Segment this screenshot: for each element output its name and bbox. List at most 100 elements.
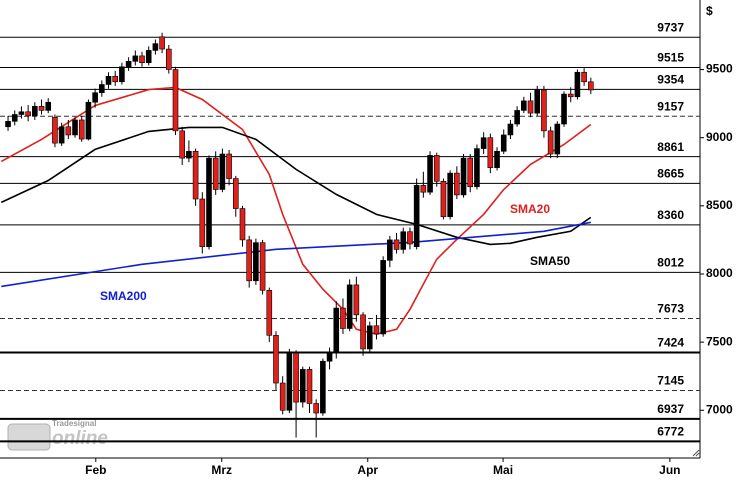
sma-line bbox=[0, 126, 592, 246]
candle-body bbox=[219, 153, 226, 190]
y-tick-label: 8500 bbox=[706, 198, 733, 212]
candle-body bbox=[541, 89, 547, 132]
candle-body bbox=[266, 290, 273, 336]
logo-badge bbox=[7, 423, 51, 451]
candle-body bbox=[45, 101, 52, 111]
logo-brand: Tradesignal bbox=[52, 419, 96, 428]
candle-body bbox=[299, 369, 306, 403]
x-tick-label: Jun bbox=[659, 463, 680, 477]
candle-body bbox=[105, 76, 112, 85]
candle-body bbox=[480, 137, 487, 149]
x-tick-label: Mrz bbox=[211, 463, 232, 477]
candle-body bbox=[413, 185, 420, 248]
candle-body bbox=[132, 55, 139, 62]
candle-body bbox=[139, 55, 145, 64]
candle-body bbox=[521, 100, 527, 111]
candle-body bbox=[125, 61, 132, 68]
candle-body bbox=[58, 126, 65, 144]
candle-body bbox=[373, 325, 380, 335]
sma-label: SMA20 bbox=[510, 202, 550, 216]
candle-body bbox=[447, 172, 453, 218]
candle-body bbox=[588, 81, 594, 91]
candle-body bbox=[433, 155, 440, 182]
logo: Tradesignal online bbox=[7, 419, 108, 451]
candle-body bbox=[99, 84, 105, 93]
candle-body bbox=[380, 260, 386, 335]
candle-body bbox=[279, 382, 286, 411]
candle-body bbox=[366, 325, 373, 350]
level-label: 7145 bbox=[657, 374, 684, 388]
candle-body bbox=[11, 114, 18, 122]
level-label: 7673 bbox=[657, 302, 684, 316]
candle-body bbox=[112, 76, 119, 83]
candle-body bbox=[65, 126, 72, 136]
candle-body bbox=[393, 239, 400, 250]
candle-body bbox=[152, 43, 159, 51]
candle-body bbox=[199, 198, 206, 248]
level-label: 9515 bbox=[657, 51, 684, 65]
candle-body bbox=[92, 92, 98, 103]
currency-label: $ bbox=[706, 4, 713, 18]
y-tick-label: 8000 bbox=[706, 266, 733, 280]
candle-body bbox=[340, 307, 346, 329]
candle-body bbox=[159, 36, 165, 50]
sma-label: SMA50 bbox=[530, 254, 570, 268]
candle-body bbox=[333, 307, 340, 354]
level-label: 8665 bbox=[657, 167, 684, 181]
candle-body bbox=[427, 155, 433, 193]
candle-body bbox=[567, 93, 574, 98]
candle-body bbox=[286, 352, 293, 411]
level-label: 9354 bbox=[657, 73, 684, 87]
candle-body bbox=[547, 130, 554, 155]
level-label: 6937 bbox=[657, 402, 684, 416]
candle-body bbox=[454, 172, 460, 196]
candle-body bbox=[581, 71, 587, 83]
candle-body bbox=[387, 239, 393, 261]
candle-body bbox=[5, 121, 11, 128]
candle-body bbox=[212, 157, 219, 190]
candle-body bbox=[259, 242, 266, 291]
candle-body bbox=[527, 100, 534, 114]
candle-body bbox=[440, 180, 447, 218]
candle-body bbox=[179, 130, 186, 159]
candle-body bbox=[534, 89, 541, 114]
candle-body bbox=[186, 151, 192, 159]
candle-body bbox=[38, 106, 45, 111]
candle-body bbox=[72, 119, 78, 136]
candle-body bbox=[500, 134, 507, 152]
candle-body bbox=[239, 208, 246, 241]
candle-body bbox=[507, 123, 514, 136]
y-tick-label: 7500 bbox=[706, 334, 733, 348]
candle-body bbox=[85, 101, 92, 140]
candle-body bbox=[420, 185, 427, 193]
sma-line bbox=[1, 221, 591, 288]
candle-body bbox=[574, 71, 581, 98]
level-label: 8861 bbox=[657, 140, 684, 154]
candle-body bbox=[52, 116, 58, 144]
candle-body bbox=[232, 178, 239, 209]
candle-body bbox=[487, 137, 494, 168]
level-label: 8012 bbox=[657, 256, 684, 270]
level-label: 8360 bbox=[657, 208, 684, 222]
candle-body bbox=[514, 110, 520, 125]
candle-body bbox=[326, 352, 333, 362]
candle-body bbox=[172, 69, 179, 132]
candle-body bbox=[226, 153, 232, 179]
level-label: 9157 bbox=[657, 99, 684, 113]
candle-body bbox=[554, 123, 561, 155]
candle-body bbox=[407, 231, 413, 245]
x-tick-label: Apr bbox=[357, 463, 378, 477]
y-tick-label: 9500 bbox=[706, 62, 733, 76]
candle-body bbox=[32, 106, 38, 117]
level-label: 9737 bbox=[657, 20, 684, 34]
candle-body bbox=[313, 403, 319, 414]
candle-body bbox=[561, 93, 567, 125]
x-tick-label: Feb bbox=[85, 463, 106, 477]
candle-body bbox=[320, 360, 326, 414]
candle-body bbox=[273, 335, 279, 384]
sma-label: SMA200 bbox=[100, 289, 147, 303]
candle-body bbox=[246, 239, 252, 282]
logo-product: online bbox=[52, 428, 108, 449]
